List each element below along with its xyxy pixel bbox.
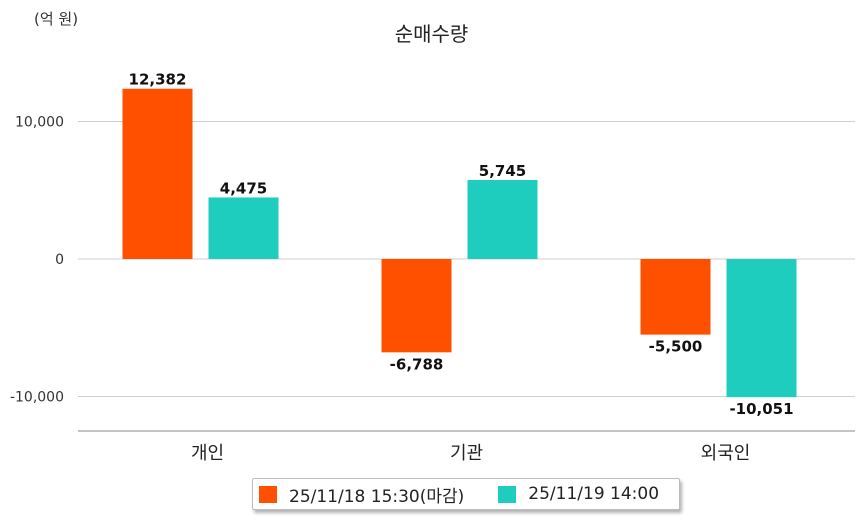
data-label-1-2: -5,500 [649,338,703,356]
unit-label: (억 원) [34,10,79,28]
bar-1-1 [381,259,452,353]
bar-2-0 [208,197,279,259]
data-label-1-1: -6,788 [390,355,444,373]
legend-swatch-series-2 [498,485,517,503]
x-tick-label-2: 외국인 [701,443,751,464]
legend-item-series-2[interactable]: 25/11/19 14:00 [498,484,659,504]
y-tick-label-2: -10,000 [10,390,64,406]
data-label-2-2: -10,051 [729,400,793,418]
legend-label-series-1: 25/11/18 15:30(마감) [289,486,465,507]
chart-legend: 25/11/18 15:30(마감) 25/11/19 14:00 [252,478,680,510]
data-label-2-0: 4,475 [220,179,267,197]
x-tick-label-0: 개인 [191,443,224,464]
bar-2-2 [726,259,797,398]
y-tick-label-1: 0 [55,252,64,268]
bar-1-2 [640,259,711,335]
x-tick-label-1: 기관 [450,443,483,464]
bar-1-0 [122,88,193,259]
legend-item-series-1[interactable]: 25/11/18 15:30(마감) [259,482,464,507]
chart-title: 순매수량 [394,22,469,46]
data-label-2-1: 5,745 [479,162,526,180]
y-tick-label-0: 10,000 [15,115,64,131]
legend-label-series-2: 25/11/19 14:00 [528,484,660,504]
legend-swatch-series-1 [259,485,277,503]
data-label-1-0: 12,382 [129,71,187,89]
bar-2-1 [467,180,538,259]
